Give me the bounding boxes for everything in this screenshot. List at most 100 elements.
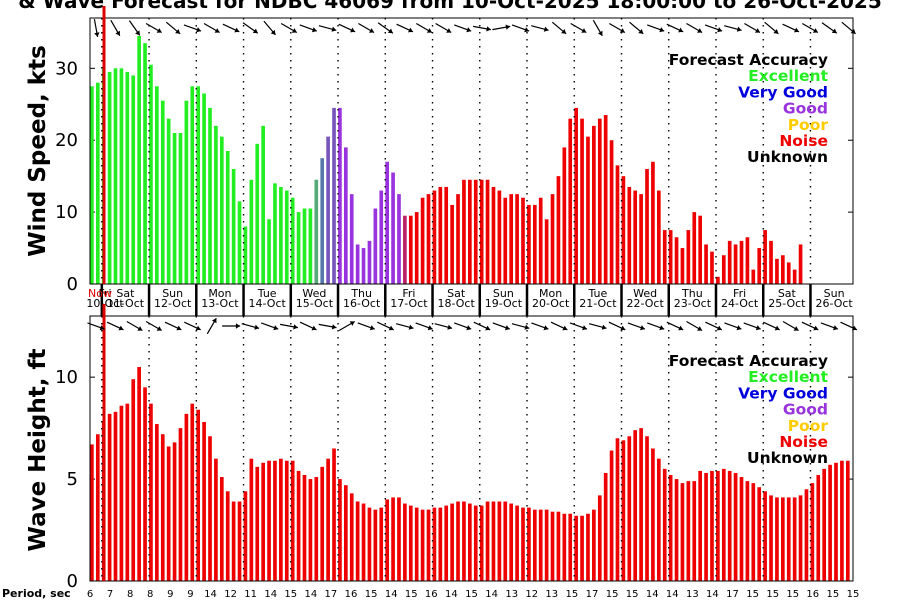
data-bar	[656, 458, 661, 581]
legend-item: Unknown	[747, 148, 828, 166]
data-bar	[804, 489, 809, 581]
data-bar	[739, 240, 744, 284]
data-bar	[603, 115, 608, 284]
direction-arrow-head	[505, 24, 511, 30]
data-bar	[284, 190, 289, 284]
direction-arrow-head	[717, 27, 723, 33]
data-bar	[592, 125, 596, 284]
data-bar	[580, 515, 584, 581]
direction-arrow-head	[99, 325, 105, 331]
data-bar	[444, 505, 449, 581]
direction-arrow-head	[293, 324, 298, 330]
period-tick-label: 9	[187, 589, 193, 600]
data-bar	[308, 479, 313, 581]
data-bar	[125, 71, 130, 284]
day-name-label: Sun	[162, 287, 183, 300]
direction-arrow-head	[195, 325, 201, 331]
data-bar	[633, 190, 638, 284]
data-bar	[296, 212, 301, 284]
data-bar	[349, 493, 354, 581]
data-bar	[645, 436, 649, 581]
data-bar	[497, 190, 502, 284]
data-bar	[361, 503, 366, 581]
data-bar	[344, 147, 348, 284]
data-bar	[391, 497, 395, 581]
date-label: 15-Oct	[296, 297, 334, 310]
data-bar	[267, 219, 271, 284]
data-bar	[845, 460, 850, 581]
data-bar	[509, 503, 514, 581]
direction-arrow-head	[331, 26, 337, 32]
data-bar	[113, 411, 118, 581]
direction-arrow-head	[94, 32, 100, 37]
data-bar	[332, 107, 336, 284]
data-bar	[769, 495, 773, 581]
direction-arrow-head	[755, 325, 761, 331]
data-bar	[763, 491, 767, 581]
data-bar	[733, 244, 738, 284]
period-tick-label: 15	[365, 589, 378, 600]
data-bar	[408, 215, 413, 284]
date-label: 12-Oct	[154, 297, 192, 310]
data-bar	[562, 513, 567, 581]
day-name-label: Fri	[402, 287, 415, 300]
data-bar	[627, 436, 632, 581]
period-tick-label: 14	[445, 589, 458, 600]
data-bar	[155, 86, 159, 284]
data-bar	[450, 204, 454, 284]
data-bar	[680, 248, 685, 284]
data-bar	[119, 68, 124, 284]
legend-heading: Forecast Accuracy	[669, 51, 828, 69]
data-bar	[633, 430, 638, 581]
data-bar	[550, 511, 555, 581]
direction-arrow-head	[446, 28, 452, 33]
data-bar	[456, 194, 460, 284]
data-bar	[166, 118, 171, 285]
wind-panel: Wind Speed, kts0102030Fri10-OctSat11-Oct…	[25, 6, 856, 317]
data-bar	[243, 226, 248, 284]
data-bar	[692, 212, 697, 284]
direction-arrow-head	[755, 28, 760, 33]
data-bar	[716, 276, 720, 284]
y-axis-label: Wind Speed, kts	[25, 45, 51, 257]
data-bar	[739, 477, 744, 581]
data-bar	[349, 194, 354, 284]
direction-arrow-head	[697, 28, 703, 33]
data-bar	[338, 107, 342, 284]
date-label: 11-Oct	[107, 297, 145, 310]
direction-arrow-head	[387, 28, 393, 34]
data-bar	[621, 440, 626, 581]
data-bar	[273, 460, 277, 581]
period-tick-label: 14	[305, 589, 318, 600]
direction-arrow-head	[118, 325, 124, 331]
data-bar	[231, 501, 236, 581]
data-bar	[692, 481, 697, 581]
period-tick-label: 8	[127, 589, 133, 600]
data-bar	[639, 428, 643, 581]
period-tick-label: 13	[686, 589, 699, 600]
period-tick-label: 14	[646, 589, 659, 600]
direction-arrow-head	[270, 29, 276, 35]
direction-arrow-head	[581, 28, 587, 33]
data-bar	[178, 428, 183, 581]
data-bar	[225, 491, 230, 581]
data-bar	[255, 466, 260, 581]
data-bar	[645, 168, 649, 284]
direction-arrow-head	[543, 325, 549, 331]
direction-arrow-head	[466, 27, 472, 33]
data-bar	[473, 505, 478, 581]
data-bar	[438, 186, 443, 284]
direction-arrow-head	[504, 325, 510, 331]
direction-arrow-head	[582, 325, 587, 331]
data-bar	[686, 481, 691, 581]
data-bar	[326, 458, 330, 581]
data-bar	[332, 448, 336, 581]
data-bar	[137, 35, 141, 284]
data-bar	[686, 230, 691, 284]
wave-panel: Wave Height, ft 0 5 10 Forecast AccuracyExce…	[25, 304, 858, 592]
direction-arrow-head	[485, 325, 491, 331]
data-bar	[479, 179, 484, 284]
direction-arrow-head	[466, 325, 472, 331]
period-tick-label: 15	[766, 589, 779, 600]
data-bar	[90, 444, 94, 581]
